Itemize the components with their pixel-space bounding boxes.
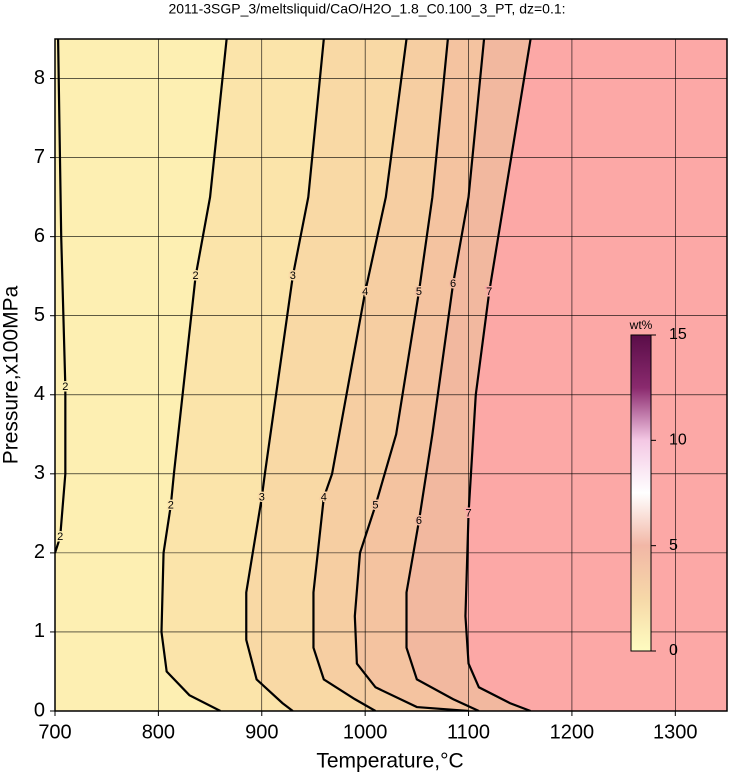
contour-label: 4 bbox=[362, 286, 368, 298]
contour-label: 5 bbox=[416, 286, 422, 298]
x-tick-label: 1200 bbox=[550, 721, 595, 743]
x-tick-label: 700 bbox=[38, 721, 71, 743]
contour-line bbox=[464, 39, 532, 711]
y-tick-label: 8 bbox=[34, 67, 45, 89]
contour-line bbox=[312, 39, 408, 711]
chart-title: 2011-3SGP_3/meltsliquid/CaO/H2O_1.8_C0.1… bbox=[168, 1, 565, 17]
plot-area: 2 2 2 2 3 3 4 4 5 5 6 6 7 7 bbox=[55, 39, 727, 711]
contour-label: 2 bbox=[193, 270, 199, 282]
contour-line bbox=[405, 39, 486, 711]
contour-line bbox=[160, 39, 228, 711]
contour-fill bbox=[465, 39, 727, 711]
x-tick-label: 800 bbox=[142, 721, 175, 743]
colorbar bbox=[630, 334, 652, 652]
contour-label: 3 bbox=[290, 270, 296, 282]
x-axis-label: Temperature,°C bbox=[316, 750, 463, 773]
contour-label: 6 bbox=[450, 278, 456, 290]
contour-label: 3 bbox=[259, 491, 265, 503]
contour-label: 5 bbox=[372, 499, 378, 511]
contour-label: 2 bbox=[168, 499, 174, 511]
contour-line bbox=[55, 39, 67, 554]
contour-label: 4 bbox=[321, 491, 327, 503]
contour-line bbox=[245, 39, 325, 711]
contour-line bbox=[353, 39, 469, 711]
plot-frame bbox=[54, 38, 728, 712]
contour-label: 7 bbox=[465, 507, 471, 519]
contour-label: 6 bbox=[416, 515, 422, 527]
y-tick-label: 3 bbox=[34, 462, 45, 484]
y-tick-label: 2 bbox=[34, 541, 45, 563]
contour-label: 2 bbox=[57, 531, 63, 543]
contour-label: 2 bbox=[62, 381, 68, 393]
x-tick-label: 900 bbox=[245, 721, 278, 743]
x-tick-label: 1100 bbox=[447, 721, 490, 743]
x-tick-label: 1300 bbox=[653, 721, 698, 743]
y-tick-label: 0 bbox=[34, 699, 45, 721]
colorbar-label: wt% bbox=[629, 318, 653, 332]
colorbar-tick-label: 0 bbox=[669, 642, 678, 659]
colorbar-tick-label: 5 bbox=[669, 537, 678, 554]
colorbar-tick-label: 15 bbox=[669, 326, 687, 343]
y-tick-label: 4 bbox=[34, 383, 45, 405]
colorbar-tick-label: 10 bbox=[669, 432, 687, 449]
y-tick-label: 7 bbox=[34, 146, 45, 168]
y-axis-label: Pressure,x100MPa bbox=[0, 285, 23, 464]
contour-label: 7 bbox=[486, 286, 492, 298]
x-tick-label: 1000 bbox=[343, 721, 388, 743]
y-tick-label: 5 bbox=[34, 304, 45, 326]
y-tick-label: 1 bbox=[34, 620, 45, 642]
y-tick-label: 6 bbox=[34, 225, 45, 247]
